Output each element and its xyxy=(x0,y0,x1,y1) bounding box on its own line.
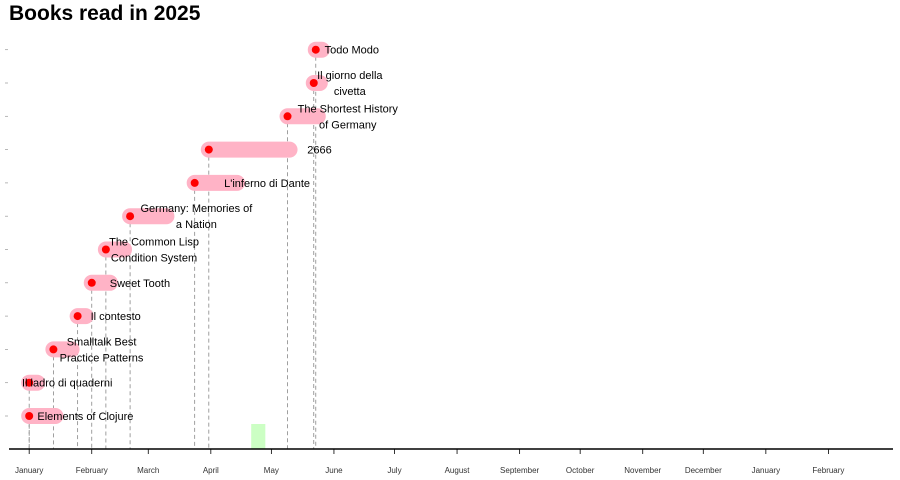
highlight-layer xyxy=(251,424,266,449)
book-label-line: The Shortest History xyxy=(298,103,399,115)
book-label: Il giorno della civetta xyxy=(317,70,383,98)
book-label: The Common Lisp Condition System xyxy=(109,237,199,265)
month-label: May xyxy=(264,466,279,475)
book-label: Germany: Memories of a Nation xyxy=(140,203,253,231)
book-start-dot xyxy=(204,145,213,154)
book-label-line: Sweet Tooth xyxy=(110,278,170,290)
month-label: October xyxy=(566,466,595,475)
book-start-dot xyxy=(101,245,110,254)
book-label: L'inferno di Dante xyxy=(224,178,310,190)
book-start-dot xyxy=(311,45,320,54)
book-label-line: Smalltalk Best xyxy=(67,336,137,348)
book-label-line: a Nation xyxy=(176,219,217,231)
labels-layer: Elements of Clojure Il ladro di quaderni S… xyxy=(22,45,398,423)
book-label-line: Condition System xyxy=(111,253,197,265)
book-label-line: 2666 xyxy=(307,145,331,157)
month-label: June xyxy=(325,466,343,475)
book-label-line: The Common Lisp xyxy=(109,237,199,249)
book-start-dot xyxy=(126,212,135,221)
book-label-line: Il contesto xyxy=(91,311,141,323)
book-start-dot xyxy=(49,345,58,354)
book-start-dot xyxy=(25,412,34,420)
month-label: January xyxy=(752,466,780,475)
dots-layer xyxy=(25,45,320,420)
book-start-dot xyxy=(190,178,199,187)
book-label: Elements of Clojure xyxy=(37,411,133,423)
book-start-dot xyxy=(283,112,292,121)
book-label: Sweet Tooth xyxy=(110,278,170,290)
month-label: February xyxy=(76,466,108,475)
month-label: January xyxy=(15,466,43,475)
book-label-line: of Germany xyxy=(319,119,377,131)
book-label: Il contesto xyxy=(91,311,141,323)
month-label: April xyxy=(203,466,219,475)
book-label: 2666 xyxy=(307,145,331,157)
x-axis: January February March April May June July Augu… xyxy=(5,49,893,475)
current-period-highlight xyxy=(251,424,266,449)
chart-title: Books read in 2025 xyxy=(9,2,201,25)
book-label-line: Todo Modo xyxy=(325,45,379,57)
book-label: Smalltalk Best Practice Patterns xyxy=(60,336,144,364)
month-label: February xyxy=(812,466,844,475)
book-label: Todo Modo xyxy=(325,45,379,57)
book-label-line: Practice Patterns xyxy=(60,352,144,364)
book-start-dot xyxy=(73,312,82,321)
month-label: August xyxy=(445,466,471,475)
month-label: December xyxy=(685,466,722,475)
book-label: Il ladro di quaderni xyxy=(22,378,113,390)
book-label-line: Il giorno della xyxy=(317,70,383,82)
month-label: March xyxy=(137,466,159,475)
book-label: The Shortest History of Germany xyxy=(298,103,399,131)
book-start-dot xyxy=(25,378,34,387)
book-label-line: L'inferno di Dante xyxy=(224,178,310,190)
month-label: July xyxy=(387,466,401,475)
book-label-line: Germany: Memories of xyxy=(140,203,253,215)
book-label-line: Il ladro di quaderni xyxy=(22,378,113,390)
month-label: September xyxy=(500,466,539,475)
book-label-line: civetta xyxy=(334,86,367,98)
month-label: November xyxy=(624,466,661,475)
book-label-line: Elements of Clojure xyxy=(37,411,133,423)
book-start-dot xyxy=(87,278,96,287)
book-start-dot xyxy=(309,79,318,87)
